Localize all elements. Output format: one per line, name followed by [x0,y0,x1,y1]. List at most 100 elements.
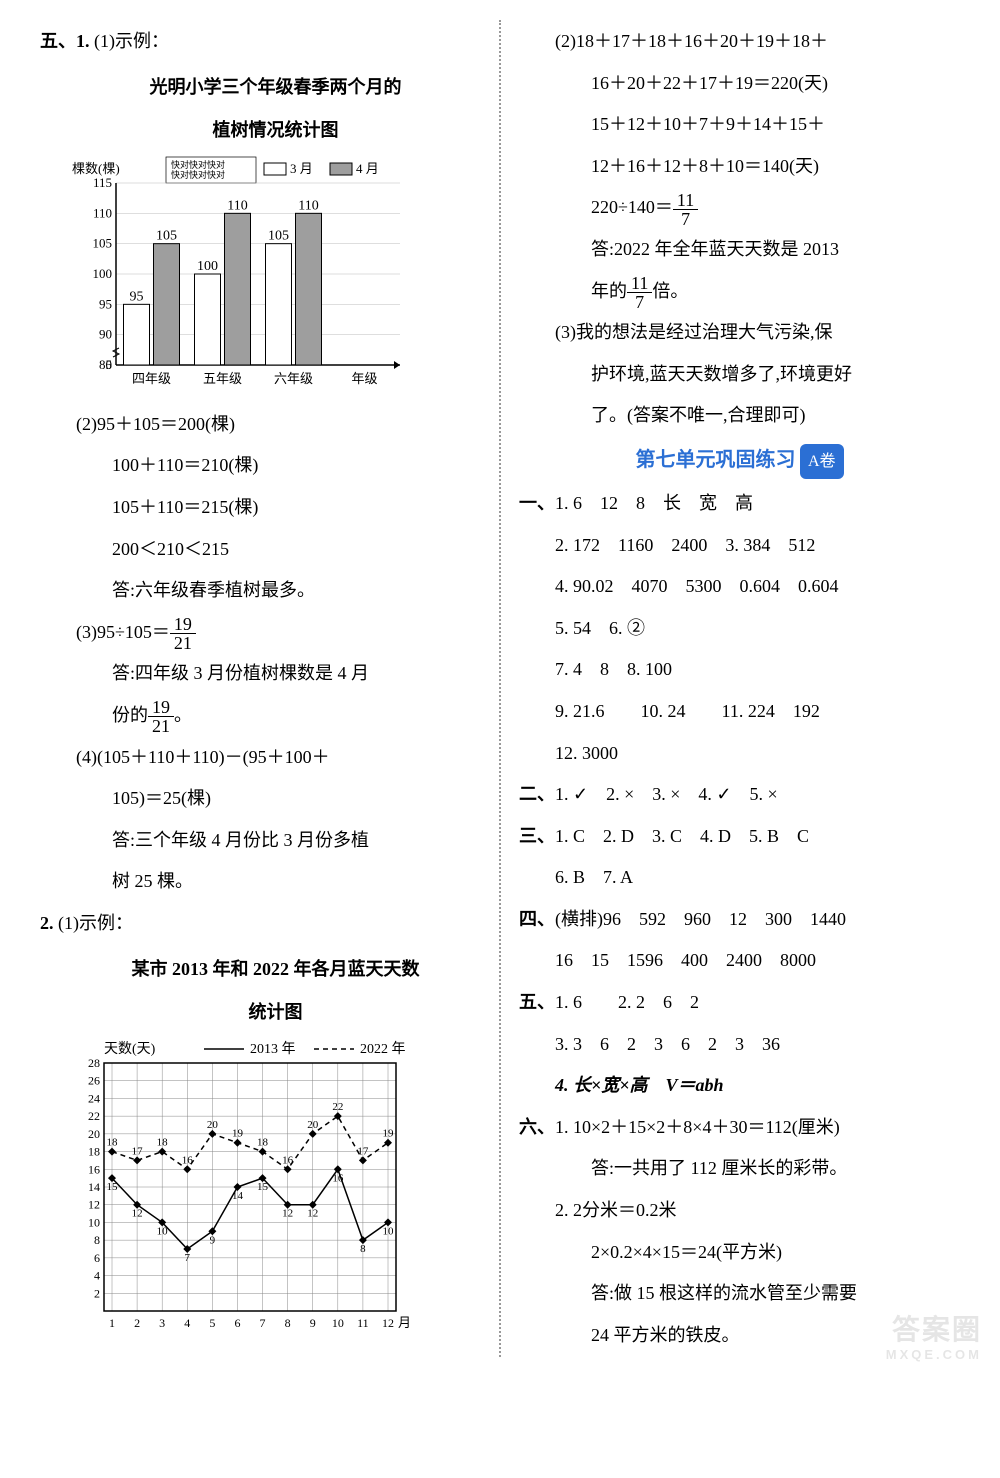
watermark: 答案圈 MXQE.COM [886,1312,982,1363]
frac-11-7-b: 117 [627,274,652,311]
s1-1: 1. 6 12 8 长 宽 高 [555,493,753,513]
svg-text:105: 105 [156,228,177,243]
p2-d: 12＋16＋12＋8＋10＝140(天) [519,147,960,187]
svg-text:19: 19 [383,1127,395,1139]
svg-text:8: 8 [94,1233,100,1247]
svg-text:110: 110 [93,205,112,220]
s3a: 1. C 2. D 3. C 4. D 5. B C [555,826,809,846]
svg-text:20: 20 [88,1127,100,1141]
q5-1-4a: (4)(105＋110＋110)－(95＋100＋ [40,738,481,778]
svg-text:4: 4 [94,1268,100,1282]
chart1-title1: 光明小学三个年级春季两个月的 [70,68,481,108]
svg-text:18: 18 [107,1136,119,1148]
svg-text:14: 14 [232,1190,244,1202]
svg-text:0: 0 [106,357,113,372]
badge-a: A卷 [800,444,844,479]
svg-text:28: 28 [88,1056,100,1070]
chart1-svg: 快对快对快对快对快对快对3 月4 月棵数(棵)85909510010511011… [70,155,410,395]
q5-1-2c: 105＋110＝215(棵) [40,488,481,528]
s4-label: 四、 [519,909,555,929]
svg-text:3: 3 [159,1316,165,1330]
svg-text:9: 9 [310,1316,316,1330]
svg-text:19: 19 [232,1127,244,1139]
s6-2a: 2. 2分米＝0.2米 [519,1191,960,1231]
s1-12: 12. 3000 [519,734,960,774]
svg-text:22: 22 [332,1101,343,1113]
s2: 1. ✓ 2. × 3. × 4. ✓ 5. × [555,784,778,804]
q5-1-2b: 100＋110＝210(棵) [40,446,481,486]
q5-2-1: (1)示例： [58,913,133,933]
p2-e-a: 220÷140＝ [591,197,673,217]
svg-text:8: 8 [360,1243,366,1255]
s4a: (横排)96 592 960 12 300 1440 [555,909,846,929]
svg-text:2022 年: 2022 年 [360,1041,406,1057]
svg-text:24: 24 [88,1091,100,1105]
p2-ans-b: 年的 [591,281,627,301]
svg-text:18: 18 [88,1144,100,1158]
svg-text:14: 14 [88,1180,100,1194]
s1-9: 9. 21.6 10. 24 11. 224 192 [519,692,960,732]
svg-text:110: 110 [227,198,247,213]
q5-1-3ans-c: 。 [174,705,192,725]
svg-text:110: 110 [298,198,318,213]
frac-19-21-b: 1921 [148,698,174,735]
svg-text:16: 16 [88,1162,100,1176]
svg-text:6: 6 [94,1251,100,1265]
svg-text:12: 12 [307,1207,318,1219]
frac-11-7: 117 [673,191,698,228]
p2-b: 16＋20＋22＋17＋19＝220(天) [519,64,960,104]
svg-text:18: 18 [257,1136,269,1148]
svg-text:12: 12 [382,1316,394,1330]
svg-text:5: 5 [209,1316,215,1330]
q5-1-2a: (2)95＋105＝200(棵) [40,405,481,445]
svg-text:10: 10 [88,1215,100,1229]
line-chart: 某市 2013 年和 2022 年各月蓝天天数 统计图 天数(天)2013 年2… [70,950,481,1337]
svg-text:105: 105 [93,235,113,250]
svg-text:16: 16 [282,1154,294,1166]
svg-text:10: 10 [157,1225,169,1237]
s6-1a: 1. 10×2＋15×2＋8×4＋30＝112(厘米) [555,1117,840,1137]
svg-text:快对快对快对: 快对快对快对 [171,159,225,170]
svg-text:8: 8 [285,1316,291,1330]
p2-ans-a: 答:2022 年全年蓝天天数是 2013 [519,230,960,270]
q5-1-4b: 105)＝25(棵) [40,779,481,819]
svg-text:26: 26 [88,1073,100,1087]
svg-text:95: 95 [130,289,144,304]
p3-c: 了。(答案不唯一,合理即可) [519,396,960,436]
svg-text:2: 2 [134,1316,140,1330]
svg-text:10: 10 [332,1316,344,1330]
p2-c: 15＋12＋10＋7＋9＋14＋15＋ [519,105,960,145]
svg-text:7: 7 [185,1252,191,1264]
p3-b: 护环境,蓝天天数增多了,环境更好 [519,355,960,395]
svg-text:天数(天): 天数(天) [104,1041,156,1057]
svg-text:12: 12 [88,1197,100,1211]
svg-text:20: 20 [307,1119,319,1131]
p2-a: (2)18＋17＋18＋16＋20＋19＋18＋ [519,22,960,62]
chart2-svg: 天数(天)2013 年2022 年24681012141618202224262… [70,1037,410,1337]
p3-a: (3)我的想法是经过治理大气污染,保 [519,313,960,353]
svg-text:2: 2 [94,1286,100,1300]
svg-text:18: 18 [157,1136,169,1148]
svg-text:16: 16 [332,1172,344,1184]
q5-1-2ans: 答:六年级春季植树最多。 [40,571,481,611]
chart2-title2: 统计图 [70,993,481,1033]
svg-text:四年级: 四年级 [132,371,171,386]
svg-text:4: 4 [184,1316,190,1330]
bar-chart: 光明小学三个年级春季两个月的 植树情况统计图 快对快对快对快对快对快对3 月4 … [70,68,481,395]
q5-1-3ans-a: 答:四年级 3 月份植树棵数是 4 月 [40,654,481,694]
s3b: 6. B 7. A [519,858,960,898]
s6-label: 六、 [519,1117,555,1137]
unit-title: 第七单元巩固练习 [635,449,795,471]
q5-1: 1. [76,31,90,51]
q5-2: 2. [40,913,54,933]
svg-text:95: 95 [99,296,112,311]
svg-text:115: 115 [93,175,112,190]
svg-text:棵数(棵): 棵数(棵) [72,161,120,176]
svg-text:16: 16 [182,1154,194,1166]
svg-text:20: 20 [207,1119,219,1131]
svg-text:2013 年: 2013 年 [250,1041,296,1057]
s1-2: 2. 172 1160 2400 3. 384 512 [519,526,960,566]
svg-text:10: 10 [383,1225,395,1237]
svg-text:22: 22 [88,1109,100,1123]
svg-text:100: 100 [93,266,113,281]
